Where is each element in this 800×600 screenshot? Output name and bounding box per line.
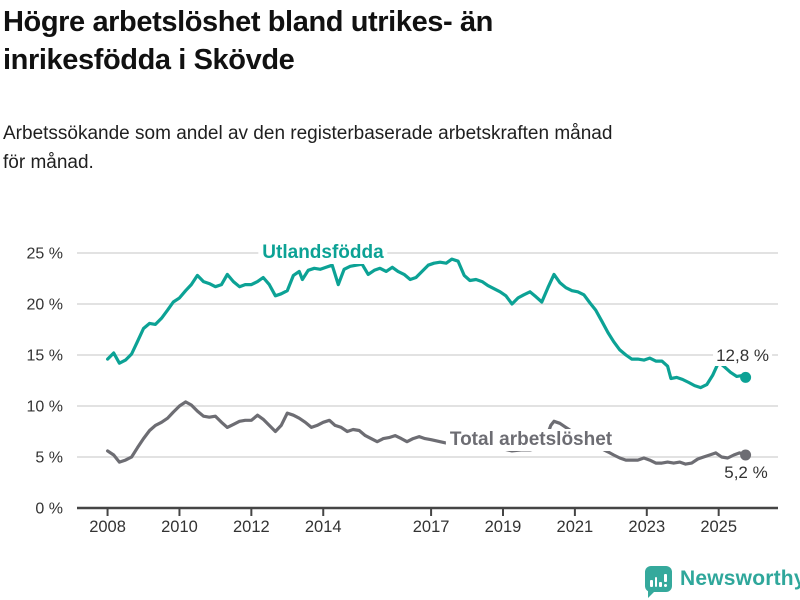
x-axis-tick-label: 2012 [233,518,270,536]
series-label-utlandsfodda: Utlandsfödda [258,242,388,264]
newsworthy-logo-icon [645,566,672,598]
chart-subtitle: Arbetssökande som andel av den registerb… [3,123,613,173]
newsworthy-logo[interactable]: Newsworthy [645,566,800,598]
x-axis-tick-label: 2021 [557,518,594,536]
x-axis-tick-label: 2025 [700,518,737,536]
y-axis-tick-label: 0 % [35,501,63,518]
logo-exclamation-icon [664,574,668,587]
chart-title: Högre arbetslöshet bland utrikes- än inr… [3,6,493,76]
series-line-utlandsfodda [106,257,748,390]
logo-bar-icon [650,580,653,587]
y-axis-tick-label: 25 % [27,246,63,263]
y-axis-tick-label: 15 % [27,348,63,365]
x-axis-tick-label: 2014 [305,518,342,536]
end-value-label-total: 5,2 % [721,463,771,483]
end-value-label-utlandsfodda: 12,8 % [713,346,772,366]
x-axis-tick-label: 2008 [89,518,126,536]
newsworthy-logo-text: Newsworthy [680,567,800,590]
series-end-dot [740,449,752,461]
series-label-total-arbetsloshet: Total arbetslöshet [445,429,617,451]
x-axis-tick-label: 2019 [485,518,522,536]
series-line-total-arbetsloshet [106,400,748,466]
series-end-dot [740,371,752,383]
y-axis-tick-label: 5 % [35,450,63,467]
y-axis-tick-label: 10 % [27,399,63,416]
x-axis-tick-label: 2023 [628,518,665,536]
y-axis-tick-label: 20 % [27,297,63,314]
logo-bar-icon [654,577,658,587]
x-axis-tick-label: 2010 [161,518,198,536]
x-axis-tick-label: 2017 [413,518,450,536]
logo-bar-icon [659,582,663,587]
